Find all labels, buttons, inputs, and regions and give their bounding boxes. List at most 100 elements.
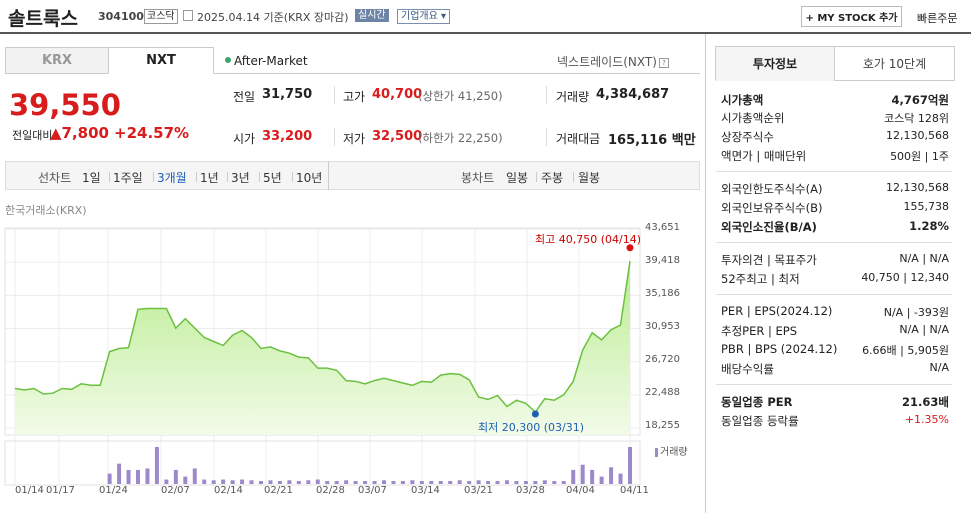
volume-bar [571, 469, 576, 484]
x-tick: 01/17 [46, 485, 75, 496]
quick-order-link[interactable]: 빠른주문 [917, 12, 958, 25]
invest-value: N/A | -393원 [883, 306, 949, 319]
volume-bar [117, 463, 122, 484]
change-label: 전일대비 [12, 129, 53, 142]
period-5[interactable]: 5년 [263, 171, 282, 185]
tab-krx-label: KRX [41, 53, 73, 68]
price-area [15, 261, 630, 435]
tab-orderbook-label: 호가 10단계 [862, 57, 927, 71]
x-tick: 03/28 [516, 485, 545, 496]
volume-label: 거래량 [556, 90, 590, 104]
volume-bar [609, 467, 614, 484]
volume-bar [580, 464, 585, 484]
help-icon: ? [658, 57, 669, 68]
volume-bar [183, 476, 188, 484]
invest-label: 투자의견 | 목표주가 [721, 253, 817, 267]
volume-bar [211, 480, 216, 484]
stock-code: 304100 [98, 10, 144, 23]
period-4[interactable]: 3년 [231, 171, 250, 185]
invest-label: 외국인소진율(B/A) [721, 220, 817, 234]
volume-bar [268, 480, 273, 484]
period-sep [153, 172, 154, 182]
invest-value: 4,767억원 [891, 93, 949, 107]
tab-krx[interactable]: KRX [5, 47, 109, 74]
volume-bar [315, 479, 320, 484]
y-tick: 39,418 [645, 255, 680, 266]
volume-bar [429, 481, 434, 484]
min-label: 최저 20,300 (03/31) [478, 421, 585, 434]
volume-bar [391, 481, 396, 484]
volume-bar [259, 481, 263, 484]
volume-bar [277, 481, 282, 484]
x-tick: 02/28 [316, 485, 345, 496]
volume-bar [344, 480, 349, 484]
right-panel-border [705, 34, 706, 513]
volume-bar [126, 469, 131, 484]
upper-limit: (상한가 41,250) [418, 89, 503, 103]
chevron-down-icon: ▾ [441, 11, 447, 22]
invest-label: 시가총액 [721, 93, 764, 107]
volume-bar [240, 479, 245, 484]
invest-value: N/A | N/A [899, 323, 949, 336]
candle-sep [573, 172, 574, 182]
company-overview-button[interactable]: 기업개요 ▾ [397, 9, 451, 24]
stock-name: 솔트룩스 [8, 8, 78, 30]
invest-value: +1.35% [904, 413, 949, 426]
realtime-badge[interactable]: 실시간 [355, 9, 389, 22]
invest-label: 동일업종 등락률 [721, 414, 799, 428]
candle-0[interactable]: 일봉 [506, 171, 529, 185]
invest-label: 52주최고 | 최저 [721, 272, 800, 286]
period-3[interactable]: 1년 [200, 171, 219, 185]
price-chart[interactable] [0, 220, 705, 513]
volume-bar [249, 480, 254, 484]
my-stock-add-button[interactable]: + MY STOCK 추가 [801, 6, 902, 27]
volume-bar [448, 481, 453, 484]
volume-bar [419, 481, 424, 484]
volume-bar [136, 469, 140, 484]
volume-bar [467, 481, 472, 484]
period-sep [196, 172, 197, 182]
high-value: 40,700 [372, 87, 423, 102]
tab-orderbook[interactable]: 호가 10단계 [834, 46, 955, 81]
change-amount: ▲7,800 [50, 124, 109, 142]
invest-value: 12,130,568 [886, 181, 949, 194]
period-bar [5, 161, 700, 190]
period-sep [292, 172, 293, 182]
x-tick: 03/14 [411, 485, 440, 496]
stat-divider [546, 86, 547, 104]
period-6[interactable]: 10년 [296, 171, 323, 185]
volume-bar [514, 481, 519, 484]
period-2[interactable]: 3개월 [157, 171, 187, 185]
tab-nxt[interactable]: NXT [108, 47, 214, 74]
x-tick: 03/07 [358, 485, 387, 496]
x-tick: 03/21 [464, 485, 493, 496]
invest-label: 추정PER | EPS [721, 324, 798, 338]
period-0[interactable]: 1일 [82, 171, 101, 185]
row-divider [716, 171, 952, 172]
invest-label: PER | EPS(2024.12) [721, 304, 833, 318]
prev-value: 31,750 [262, 87, 313, 102]
market-badge: 코스닥 [144, 9, 178, 24]
volume-bar [353, 481, 358, 484]
candle-2[interactable]: 월봉 [578, 171, 601, 185]
volume-bar [599, 476, 604, 484]
my-stock-add-label: + MY STOCK 추가 [805, 13, 898, 24]
invest-value: 코스닥 128위 [884, 112, 949, 125]
invest-label: 외국인보유주식수(B) [721, 201, 823, 215]
volume-bar [192, 468, 197, 484]
invest-label: 배당수익률 [721, 362, 774, 376]
y-tick: 22,488 [645, 387, 680, 398]
tab-nxt-label: NXT [146, 53, 176, 68]
volume-frame [4, 440, 641, 486]
candle-1[interactable]: 주봉 [541, 171, 564, 185]
low-value: 32,500 [372, 129, 423, 144]
volume-legend-label: 거래량 [660, 447, 688, 458]
period-sep [259, 172, 260, 182]
volume-bar [590, 469, 595, 484]
nxt-rate-link[interactable]: 넥스트레이드(NXT)? [557, 53, 669, 70]
tab-invest-info[interactable]: 투자정보 [715, 46, 835, 81]
candle-sep [536, 172, 537, 182]
line-chart-label: 선차트 [38, 171, 72, 185]
x-tick: 02/14 [214, 485, 243, 496]
period-1[interactable]: 1주일 [113, 171, 143, 185]
